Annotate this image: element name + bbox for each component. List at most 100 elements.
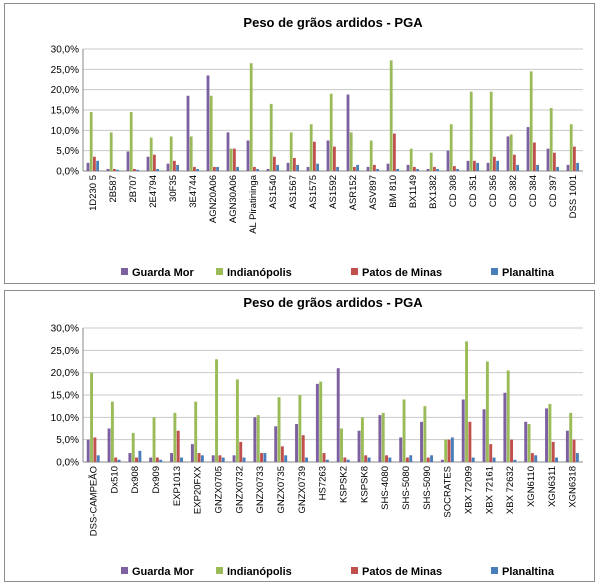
bar-patos-de-minas-cd-356 [493,156,496,171]
bar-planaltina-dx909 [159,459,163,462]
legend-label-indianopolis: Indianópolis [227,267,292,279]
bar-patos-de-minas-bm-810 [393,133,396,171]
legend-swatch-indianopolis [216,567,223,574]
bar-guarda-mor-agn20a06 [206,75,210,171]
bar-planaltina-cd-384 [536,164,539,171]
bar-patos-de-minas-gnzx0735 [280,446,284,462]
x-category-label: 3E4744 [188,175,199,208]
bar-guarda-mor-xbx-72161 [482,409,486,462]
bar-planaltina-gnzx0732 [242,457,246,462]
bar-guarda-mor-al-piratininga [246,140,250,171]
bar-guarda-mor-as1567 [286,162,290,171]
bar-guarda-mor-2b707 [126,151,130,171]
x-category-label: AS1592 [328,175,339,209]
bar-planaltina-gnzx0739 [305,457,309,462]
y-tick-label: 25,0% [51,65,79,76]
bar-patos-de-minas-2b587 [113,168,116,171]
bar-patos-de-minas-cd-308 [453,166,456,171]
bar-planaltina-as1540 [276,164,279,171]
bar-patos-de-minas-xgn6318 [572,439,576,462]
x-category-label: EXP1013 [172,466,183,506]
x-category-label: AL Piratininga [248,174,259,234]
bar-patos-de-minas-gnzx0705 [218,455,222,462]
legend-swatch-planaltina [491,567,498,574]
bar-planaltina-1d230-5 [96,160,99,171]
bar-guarda-mor-xbx-72632 [503,392,507,462]
bar-guarda-mor-gnzx0735 [274,426,278,462]
bar-guarda-mor-dx510 [107,428,111,462]
x-category-label: KSPSK8 [359,466,370,503]
bar-planaltina-as1592 [336,166,339,171]
y-tick-label: 30,0% [51,45,79,56]
bar-planaltina-cd-397 [556,166,559,171]
bar-patos-de-minas-xgn6110 [530,453,534,462]
bar-patos-de-minas-shs-5080 [405,457,409,462]
bar-indianopolis-xgn6110 [527,424,531,462]
bar-patos-de-minas-1d230-5 [93,156,96,171]
bar-indianopolis-3e4744 [189,136,193,171]
bar-indianopolis-xgn6318 [569,412,573,462]
bar-planaltina-xgn6311 [555,457,559,462]
bar-indianopolis-1d230-5 [89,112,93,171]
bar-guarda-mor-gnzx0733 [253,417,257,462]
bar-patos-de-minas-agn30a06 [233,148,236,171]
x-category-label: XBX 72632 [505,466,516,514]
bar-patos-de-minas-gnzx0732 [239,441,243,462]
bar-indianopolis-dx908 [131,432,135,462]
bar-planaltina-xbx-72632 [513,459,517,462]
bar-guarda-mor-as1540 [266,168,270,171]
bar-patos-de-minas-gnzx0739 [301,435,305,462]
bar-planaltina-bx1382 [436,168,439,171]
bar-indianopolis-agn20a06 [209,95,213,171]
bar-indianopolis-bx1149 [409,148,413,171]
bar-patos-de-minas-shs-5090 [426,457,430,462]
bar-guarda-mor-2e4794 [146,156,150,171]
x-category-label: XBX 72099 [463,466,474,514]
bar-indianopolis-xbx-72632 [506,370,510,462]
bar-chart-bottom: Peso de grãos ardidos - PGA 0,0% 5,0% 10,0%… [51,295,583,578]
bar-planaltina-xgn6318 [575,453,579,462]
bar-indianopolis-dss-campeao [90,372,94,462]
x-category-label: GNZX0732 [234,466,245,514]
bar-patos-de-minas-3e4744 [193,166,196,171]
x-category-label: AS1575 [308,175,319,209]
bar-indianopolis-cd-382 [509,134,513,171]
y-tick-label: 15,0% [51,391,79,402]
bar-patos-de-minas-as1575 [313,141,316,171]
bar-indianopolis-kspsk8 [360,417,364,462]
bar-indianopolis-2b587 [109,132,113,171]
bar-indianopolis-as1575 [309,124,313,171]
bar-guarda-mor-xgn6110 [524,421,528,462]
x-category-label: CD 351 [468,175,479,207]
bar-planaltina-kspsk8 [367,457,371,462]
bar-planaltina-hs7263 [325,459,329,462]
bar-guarda-mor-2b587 [106,168,110,171]
bar-patos-de-minas-gnzx0733 [260,453,264,462]
bar-indianopolis-xbx-72161 [485,361,489,462]
bar-patos-de-minas-as1567 [293,157,296,171]
x-category-label: XGN6318 [568,466,579,508]
bar-planaltina-asv897 [376,168,379,171]
bar-guarda-mor-dx908 [128,453,132,462]
x-category-label: AS1540 [268,175,279,209]
bar-planaltina-gnzx0733 [263,453,267,462]
x-category-label: 2B707 [128,175,139,202]
bar-patos-de-minas-cd-351 [473,160,476,171]
bar-guarda-mor-bx1382 [426,168,430,171]
y-tick-label: 15,0% [51,106,79,117]
bar-patos-de-minas-shs-4080 [385,455,389,462]
bar-guarda-mor-dx909 [149,457,153,462]
bar-planaltina-shs-5080 [409,455,413,462]
bar-indianopolis-socrates [444,439,448,462]
x-category-label: 2B587 [108,175,119,202]
x-category-label: CD 308 [448,175,459,207]
x-category-label: ASV897 [368,175,379,210]
bar-indianopolis-cd-397 [549,107,553,171]
bar-patos-de-minas-dx908 [135,457,139,462]
bar-guarda-mor-gnzx0732 [232,455,236,462]
bar-planaltina-bx1149 [416,168,419,171]
bar-patos-de-minas-bx1149 [413,166,416,171]
bar-guarda-mor-30f35 [166,163,170,171]
bar-planaltina-dss-1001 [576,162,579,171]
chart-panel-top: Peso de grãos ardidos - PGA 0,0% 5,0% 10,0%… [4,3,595,284]
